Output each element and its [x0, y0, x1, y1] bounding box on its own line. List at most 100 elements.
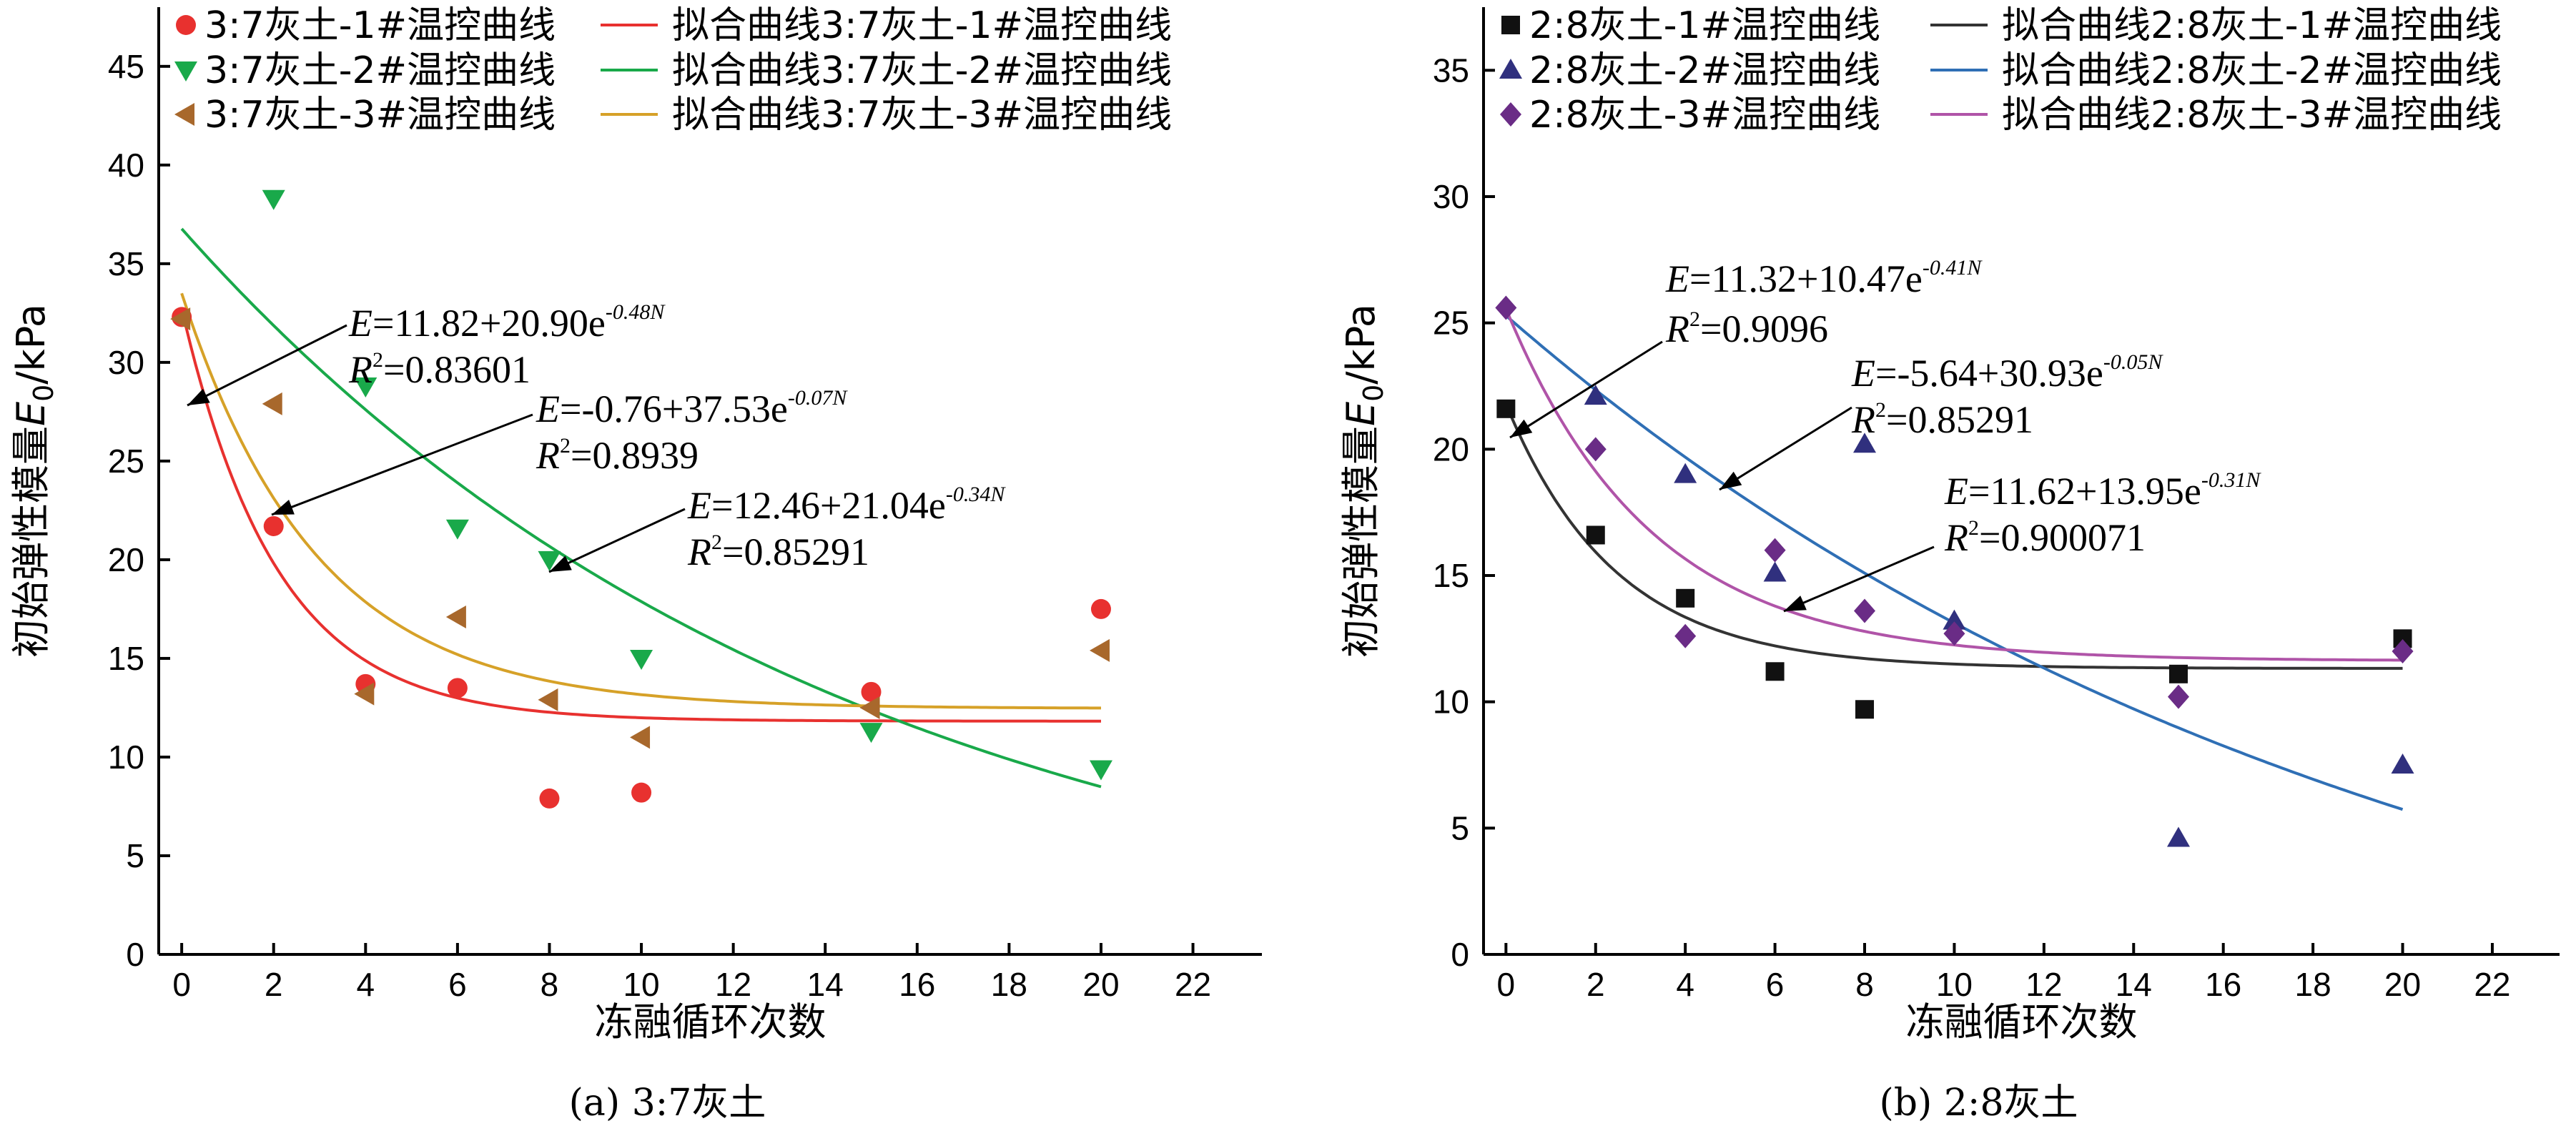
annotation-arrowhead-3: [1784, 596, 1807, 611]
x-tick-label: 2: [265, 966, 283, 1003]
data-point-s1: [1496, 399, 1516, 418]
r2-var: R: [1665, 307, 1689, 350]
x-tick-label: 2: [1586, 966, 1605, 1003]
data-point-s1: [539, 788, 560, 809]
y-axis-title-sub: 0: [28, 385, 59, 402]
data-point-s2: [859, 723, 883, 744]
x-axis-title: 冻融循环次数: [1906, 999, 2138, 1044]
legend-fit-label-2: 拟合曲线3:7灰土-2#温控曲线: [672, 49, 1172, 92]
equation-body: =11.82+20.90e: [372, 302, 606, 345]
x-tick-label: 12: [715, 966, 751, 1003]
data-point-s2: [262, 189, 285, 210]
annotation-arrow-1: [187, 324, 347, 407]
data-point-s1: [1676, 588, 1695, 608]
y-axis-title: 初始弹性模量E0/kPa: [1338, 304, 1389, 658]
data-point-s2: [1674, 463, 1697, 483]
y-axis-title-sub: 0: [1358, 385, 1389, 402]
y-tick-label: 25: [1433, 305, 1469, 342]
data-point-s3: [445, 605, 466, 628]
equation-body: =12.46+21.04e: [711, 484, 946, 527]
x-tick-label: 6: [448, 966, 467, 1003]
x-tick-label: 18: [991, 966, 1027, 1003]
legend-marker-1: [176, 15, 196, 35]
y-tick-label: 15: [1433, 557, 1469, 594]
r2-var: R: [348, 348, 372, 391]
y-axis-title-text: 初始弹性模量: [9, 426, 54, 658]
y-tick-label: 5: [1451, 809, 1469, 846]
fit-equation-2: E=-5.64+30.93e-0.05N: [1851, 350, 2163, 395]
data-point-s1: [447, 678, 468, 698]
x-tick-label: 0: [1497, 966, 1516, 1003]
r2-var: R: [1851, 398, 1875, 441]
fit-r2-1: R2=0.83601: [348, 348, 531, 391]
x-tick-label: 6: [1766, 966, 1785, 1003]
data-point-s2: [2391, 754, 2414, 774]
data-point-s1: [2168, 664, 2188, 683]
annotation-arrowhead-1: [1510, 419, 1533, 438]
fit-curve-2: [180, 227, 1102, 789]
y-axis-title-unit: /kPa: [9, 304, 54, 385]
r2-sup: 2: [560, 434, 571, 458]
fit-r2-1: R2=0.9096: [1665, 307, 1828, 350]
data-point-s3: [262, 392, 282, 415]
y-axis-title: 初始弹性模量E0/kPa: [9, 304, 59, 658]
y-tick-label: 35: [108, 245, 144, 282]
equation-var: E: [348, 302, 372, 345]
data-point-s1: [1765, 662, 1785, 681]
fit-equation-1: E=11.32+10.47e-0.41N: [1665, 256, 1983, 300]
data-point-s3: [1495, 295, 1517, 320]
data-point-s2: [2166, 826, 2190, 847]
equation-body: =11.62+13.95e: [1968, 470, 2201, 513]
equation-var: E: [1851, 352, 1875, 395]
equation-exponent: -0.41N: [1923, 256, 1983, 280]
data-point-s3: [630, 726, 651, 749]
chart-panel-1: 0 2 4 6 8 10 12 14 16 18 20 22051015202530354045冻融循…: [9, 4, 1262, 1125]
x-tick-label: 8: [541, 966, 559, 1003]
equation-var: E: [687, 484, 711, 527]
caption: (a) 3:7灰土: [569, 1082, 766, 1125]
data-point-s3: [170, 307, 191, 331]
legend-label-2: 2:8灰土-2#温控曲线: [1529, 49, 1880, 92]
equation-body: =11.32+10.47e: [1689, 257, 1923, 300]
r2-var: R: [1944, 516, 1968, 559]
data-point-s3: [1089, 638, 1110, 662]
data-point-s2: [445, 519, 469, 540]
equation-var: E: [1944, 470, 1968, 513]
data-point-s2: [1584, 385, 1607, 405]
legend-fit-label-3: 拟合曲线3:7灰土-3#温控曲线: [672, 94, 1172, 137]
r2-value: =0.85291: [722, 530, 869, 573]
r2-value: =0.83601: [383, 348, 531, 391]
data-point-s1: [263, 515, 284, 536]
fit-r2-2: R2=0.85291: [1851, 398, 2033, 441]
annotation-arrow-2: [271, 413, 533, 516]
fit-equation-1: E=11.82+20.90e-0.48N: [348, 300, 666, 345]
x-tick-label: 4: [357, 966, 375, 1003]
legend-fit-label-1: 拟合曲线3:7灰土-1#温控曲线: [672, 4, 1172, 47]
x-tick-label: 14: [2116, 966, 2152, 1003]
x-tick-label: 4: [1676, 966, 1694, 1003]
y-tick-label: 10: [108, 739, 144, 776]
fit-equation-3: E=11.62+13.95e-0.31N: [1944, 468, 2261, 513]
data-point-s2: [630, 649, 653, 670]
data-point-s3: [354, 682, 375, 706]
y-tick-label: 10: [1433, 683, 1469, 721]
legend-marker-1: [1501, 16, 1520, 34]
legend-fit-label-1: 拟合曲线2:8灰土-1#温控曲线: [2002, 4, 2502, 47]
x-tick-label: 22: [1175, 966, 1211, 1003]
equation-var: E: [536, 387, 560, 430]
equation-var: E: [1665, 257, 1689, 300]
y-tick-label: 0: [126, 936, 144, 973]
annotation-arrow-3: [548, 508, 686, 573]
r2-value: =0.9096: [1700, 307, 1828, 350]
legend-label-3: 3:7灰土-3#温控曲线: [204, 94, 556, 137]
caption: (b) 2:8灰土: [1879, 1082, 2078, 1125]
annotation-arrowhead-3: [549, 555, 572, 572]
x-tick-label: 10: [1936, 966, 1973, 1003]
data-point-s2: [1763, 561, 1787, 582]
chart-panel-2: 0 2 4 6 8 10 12 14 16 18 20 2205101520253035冻融循环次数初…: [1338, 4, 2560, 1125]
equation-exponent: -0.34N: [946, 483, 1006, 506]
r2-value: =0.85291: [1886, 398, 2033, 441]
equation-exponent: -0.48N: [606, 300, 666, 324]
data-point-s3: [538, 688, 558, 711]
